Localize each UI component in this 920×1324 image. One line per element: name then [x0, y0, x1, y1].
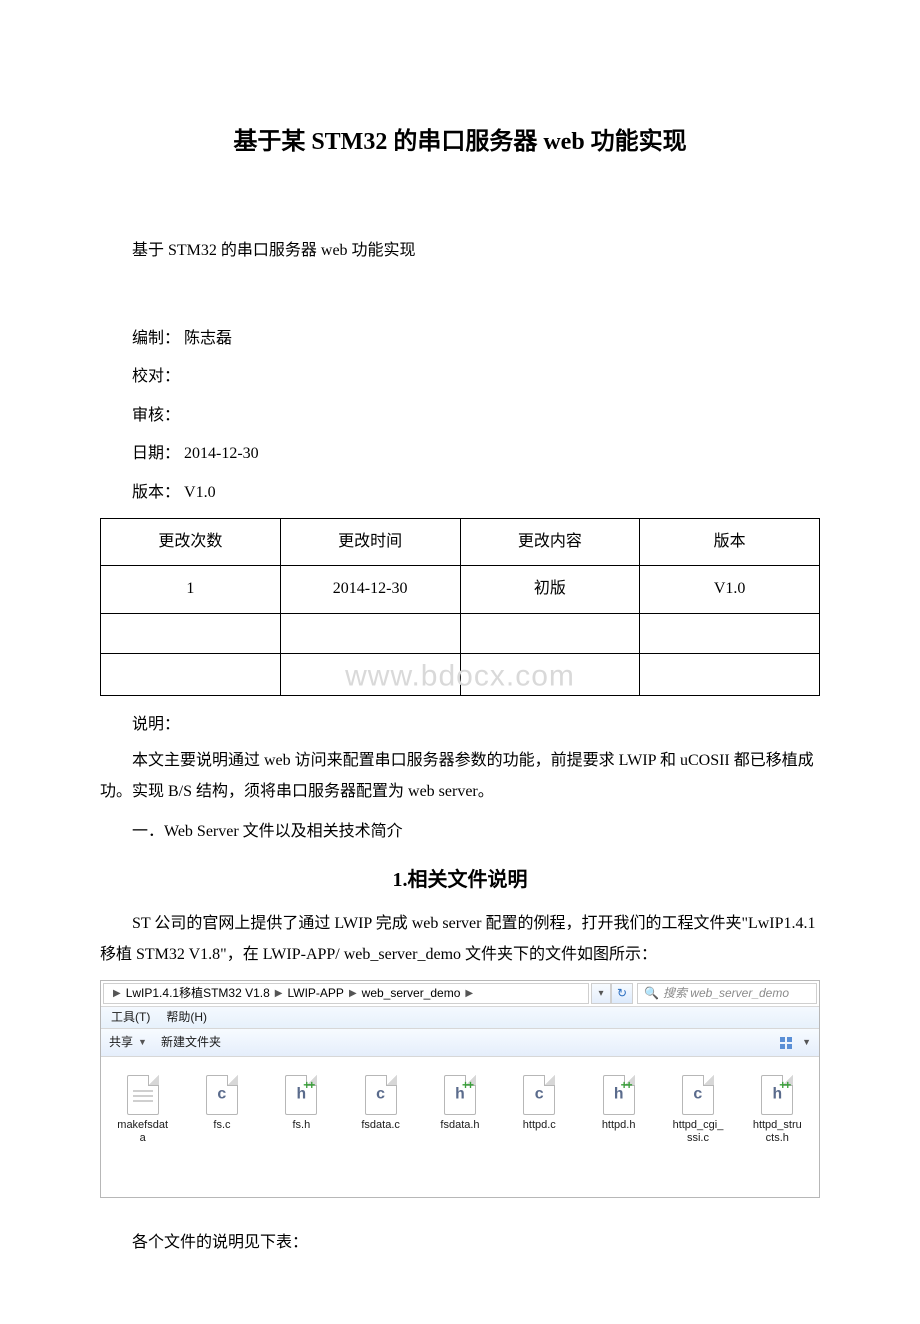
cell — [101, 653, 281, 695]
cell — [101, 613, 281, 653]
file-item[interactable]: ++h httpd_structs.h — [752, 1071, 803, 1157]
breadcrumb[interactable]: ▶ LwIP1.4.1移植STM32 V1.8 ▶ LWIP-APP ▶ web… — [103, 983, 589, 1004]
meta-author: 编制： 陈志磊 — [100, 324, 820, 354]
search-placeholder: 搜索 web_server_demo — [663, 983, 789, 1004]
menu-help[interactable]: 帮助(H) — [166, 1006, 207, 1029]
th-time: 更改时间 — [280, 518, 460, 565]
section-1-title: 一．Web Server 文件以及相关技术简介 — [100, 817, 820, 847]
explorer-window: ▶ LwIP1.4.1移植STM32 V1.8 ▶ LWIP-APP ▶ web… — [100, 980, 820, 1198]
version-value: V1.0 — [184, 484, 216, 501]
cell: 1 — [101, 566, 281, 613]
c-file-icon: c — [355, 1071, 406, 1115]
cell: V1.0 — [640, 566, 820, 613]
share-label: 共享 — [109, 1031, 133, 1054]
explorer-address-bar: ▶ LwIP1.4.1移植STM32 V1.8 ▶ LWIP-APP ▶ web… — [101, 981, 819, 1007]
h-file-icon: ++h — [593, 1071, 644, 1115]
explorer-toolbar: 共享 ▼ 新建文件夹 ▼ — [101, 1029, 819, 1057]
explorer-file-pane[interactable]: makefsdata c fs.c ++h fs.h c fsdata.c ++h fsdata… — [101, 1057, 819, 1197]
th-count: 更改次数 — [101, 518, 281, 565]
h-file-icon: ++h — [276, 1071, 327, 1115]
c-file-icon: c — [514, 1071, 565, 1115]
crumb-3[interactable]: web_server_demo — [362, 982, 461, 1005]
thumbnails-icon — [779, 1036, 795, 1050]
explorer-menubar: 工具(T) 帮助(H) — [101, 1007, 819, 1029]
file-name-label: fs.h — [276, 1119, 327, 1145]
cell — [640, 653, 820, 695]
h-file-icon: ++h — [752, 1071, 803, 1115]
paragraph-intro: 本文主要说明通过 web 访问来配置串口服务器参数的功能，前提要求 LWIP 和… — [100, 746, 820, 807]
file-item[interactable]: ++h fs.h — [276, 1071, 327, 1157]
file-item[interactable]: makefsdata — [117, 1071, 168, 1157]
share-button[interactable]: 共享 ▼ — [109, 1031, 147, 1054]
c-file-icon: c — [672, 1071, 723, 1115]
cell — [280, 653, 460, 695]
file-name-label: makefsdata — [117, 1119, 168, 1145]
table-header-row: 更改次数 更改时间 更改内容 版本 — [101, 518, 820, 565]
revision-table: 更改次数 更改时间 更改内容 版本 1 2014-12-30 初版 V1.0 — [100, 518, 820, 696]
table-row — [101, 613, 820, 653]
search-input[interactable]: 🔍 搜索 web_server_demo — [637, 983, 817, 1004]
paragraph-files-intro: ST 公司的官网上提供了通过 LWIP 完成 web server 配置的例程，… — [100, 909, 820, 970]
meta-version: 版本： V1.0 — [100, 478, 820, 508]
author-label: 编制： — [132, 330, 180, 347]
file-name-label: fsdata.h — [434, 1119, 485, 1145]
chevron-right-icon: ▶ — [349, 984, 357, 1003]
refresh-icon: ↻ — [617, 982, 627, 1005]
meta-date: 日期： 2014-12-30 — [100, 439, 820, 469]
meta-review: 校对： — [100, 362, 820, 392]
file-name-label: httpd.c — [514, 1119, 565, 1145]
new-folder-button[interactable]: 新建文件夹 — [161, 1031, 221, 1054]
chevron-down-icon[interactable]: ▼ — [802, 1034, 811, 1051]
chevron-down-icon: ▼ — [138, 1034, 147, 1051]
search-icon: 🔍 — [644, 983, 659, 1004]
date-value: 2014-12-30 — [184, 445, 259, 462]
cell — [280, 613, 460, 653]
file-name-label: fs.c — [196, 1119, 247, 1145]
view-mode-button[interactable] — [778, 1035, 796, 1051]
chevron-right-icon: ▶ — [465, 984, 473, 1003]
explain-label: 说明： — [100, 710, 820, 740]
file-item[interactable]: c httpd.c — [514, 1071, 565, 1157]
subsection-1-title: 1.相关文件说明 — [100, 861, 820, 899]
c-file-icon: c — [196, 1071, 247, 1115]
generic-file-icon — [117, 1071, 168, 1115]
cell: 初版 — [460, 566, 640, 613]
file-item[interactable]: c fsdata.c — [355, 1071, 406, 1157]
cell — [460, 613, 640, 653]
th-version: 版本 — [640, 518, 820, 565]
history-dropdown[interactable]: ▾ — [591, 983, 611, 1004]
chevron-right-icon: ▶ — [275, 984, 283, 1003]
file-item[interactable]: c httpd_cgi_ssi.c — [672, 1071, 723, 1157]
file-item[interactable]: c fs.c — [196, 1071, 247, 1157]
crumb-1[interactable]: LwIP1.4.1移植STM32 V1.8 — [126, 982, 270, 1005]
crumb-2[interactable]: LWIP-APP — [287, 982, 343, 1005]
file-name-label: httpd_cgi_ssi.c — [672, 1119, 723, 1145]
file-name-label: httpd.h — [593, 1119, 644, 1145]
subtitle: 基于 STM32 的串口服务器 web 功能实现 — [100, 236, 820, 266]
meta-approve: 审核： — [100, 401, 820, 431]
h-file-icon: ++h — [434, 1071, 485, 1115]
file-item[interactable]: ++h httpd.h — [593, 1071, 644, 1157]
file-item[interactable]: ++h fsdata.h — [434, 1071, 485, 1157]
paragraph-table-intro: 各个文件的说明见下表： — [100, 1228, 820, 1258]
table-row: 1 2014-12-30 初版 V1.0 — [101, 566, 820, 613]
chevron-right-icon: ▶ — [113, 984, 121, 1003]
refresh-button[interactable]: ↻ — [611, 983, 633, 1004]
date-label: 日期： — [132, 445, 180, 462]
cell — [460, 653, 640, 695]
document-title: 基于某 STM32 的串口服务器 web 功能实现 — [100, 120, 820, 166]
cell — [640, 613, 820, 653]
author-value: 陈志磊 — [184, 330, 232, 347]
version-label: 版本： — [132, 484, 180, 501]
menu-tools[interactable]: 工具(T) — [111, 1006, 150, 1029]
th-content: 更改内容 — [460, 518, 640, 565]
file-name-label: httpd_structs.h — [752, 1119, 803, 1145]
table-row — [101, 653, 820, 695]
cell: 2014-12-30 — [280, 566, 460, 613]
file-name-label: fsdata.c — [355, 1119, 406, 1145]
